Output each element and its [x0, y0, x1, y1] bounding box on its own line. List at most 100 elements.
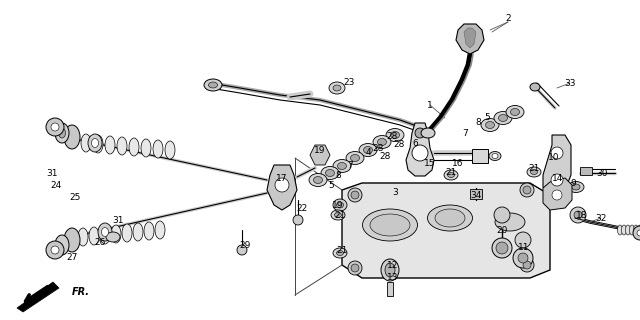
Ellipse shape — [331, 210, 345, 220]
Ellipse shape — [351, 155, 360, 162]
Bar — [472, 149, 488, 163]
Ellipse shape — [122, 224, 132, 242]
Text: 15: 15 — [424, 158, 436, 167]
Text: 33: 33 — [564, 78, 576, 87]
Polygon shape — [17, 282, 59, 312]
Ellipse shape — [98, 223, 112, 241]
Ellipse shape — [141, 139, 151, 157]
Ellipse shape — [572, 184, 580, 190]
Circle shape — [496, 242, 508, 254]
Circle shape — [552, 190, 562, 200]
Ellipse shape — [630, 225, 634, 235]
Ellipse shape — [129, 138, 139, 156]
Ellipse shape — [618, 225, 623, 235]
Circle shape — [523, 261, 531, 269]
Text: 29: 29 — [239, 241, 251, 250]
Ellipse shape — [530, 83, 540, 91]
Text: 28: 28 — [387, 132, 397, 140]
Circle shape — [275, 178, 289, 192]
Text: 13: 13 — [387, 274, 399, 283]
Ellipse shape — [64, 125, 80, 149]
Text: 21: 21 — [445, 167, 457, 177]
Polygon shape — [342, 183, 550, 278]
Bar — [387, 282, 393, 296]
Ellipse shape — [489, 151, 501, 161]
Bar — [580, 167, 592, 175]
Polygon shape — [310, 145, 330, 165]
Text: 22: 22 — [296, 204, 308, 212]
Ellipse shape — [105, 136, 115, 154]
Ellipse shape — [337, 202, 344, 208]
Text: 30: 30 — [596, 169, 608, 178]
Ellipse shape — [333, 248, 347, 258]
Circle shape — [515, 232, 531, 248]
Ellipse shape — [511, 108, 520, 116]
Ellipse shape — [93, 135, 103, 153]
Text: 26: 26 — [94, 237, 106, 246]
Text: 27: 27 — [67, 252, 77, 261]
Ellipse shape — [364, 147, 372, 154]
Ellipse shape — [506, 106, 524, 118]
Circle shape — [412, 145, 428, 161]
Ellipse shape — [362, 209, 417, 241]
Ellipse shape — [494, 111, 512, 124]
Text: 34: 34 — [470, 190, 482, 199]
Polygon shape — [456, 24, 484, 54]
Text: 3: 3 — [392, 188, 398, 196]
Text: 28: 28 — [394, 140, 404, 148]
Ellipse shape — [78, 228, 88, 246]
Circle shape — [46, 118, 64, 136]
Circle shape — [51, 123, 59, 131]
Circle shape — [551, 147, 563, 159]
Text: 5: 5 — [484, 113, 490, 122]
Text: 31: 31 — [46, 169, 58, 178]
Text: 1: 1 — [427, 100, 433, 109]
Text: 25: 25 — [69, 193, 81, 202]
Circle shape — [51, 246, 59, 254]
Circle shape — [574, 211, 582, 219]
Ellipse shape — [326, 170, 335, 177]
Polygon shape — [464, 28, 476, 48]
Ellipse shape — [106, 232, 120, 242]
Ellipse shape — [495, 213, 525, 231]
Text: 8: 8 — [475, 117, 481, 126]
Ellipse shape — [381, 259, 399, 281]
Ellipse shape — [111, 225, 121, 243]
Ellipse shape — [204, 79, 222, 91]
Ellipse shape — [314, 177, 323, 183]
Ellipse shape — [370, 214, 410, 236]
Polygon shape — [543, 135, 571, 197]
Ellipse shape — [447, 172, 454, 178]
Ellipse shape — [337, 163, 346, 170]
Text: 28: 28 — [380, 151, 390, 161]
Ellipse shape — [428, 205, 472, 231]
Circle shape — [348, 188, 362, 202]
Ellipse shape — [64, 228, 80, 252]
Ellipse shape — [386, 129, 404, 141]
Ellipse shape — [637, 225, 640, 235]
Ellipse shape — [492, 154, 498, 158]
Text: 6: 6 — [412, 139, 418, 148]
Ellipse shape — [527, 167, 541, 177]
Ellipse shape — [486, 122, 495, 129]
Ellipse shape — [333, 199, 347, 211]
Text: 32: 32 — [595, 213, 607, 222]
Ellipse shape — [133, 223, 143, 241]
Text: 17: 17 — [276, 173, 288, 182]
Ellipse shape — [378, 139, 387, 146]
Polygon shape — [267, 165, 297, 210]
Circle shape — [351, 191, 359, 199]
Ellipse shape — [390, 132, 399, 139]
Text: 21: 21 — [334, 211, 346, 220]
Ellipse shape — [92, 139, 99, 148]
Text: 12: 12 — [387, 260, 399, 269]
Ellipse shape — [335, 212, 342, 218]
Ellipse shape — [55, 235, 69, 255]
Circle shape — [513, 248, 533, 268]
Circle shape — [415, 128, 425, 138]
Ellipse shape — [385, 263, 395, 277]
Circle shape — [237, 245, 247, 255]
Circle shape — [520, 258, 534, 272]
Circle shape — [494, 207, 510, 223]
Ellipse shape — [209, 82, 218, 88]
